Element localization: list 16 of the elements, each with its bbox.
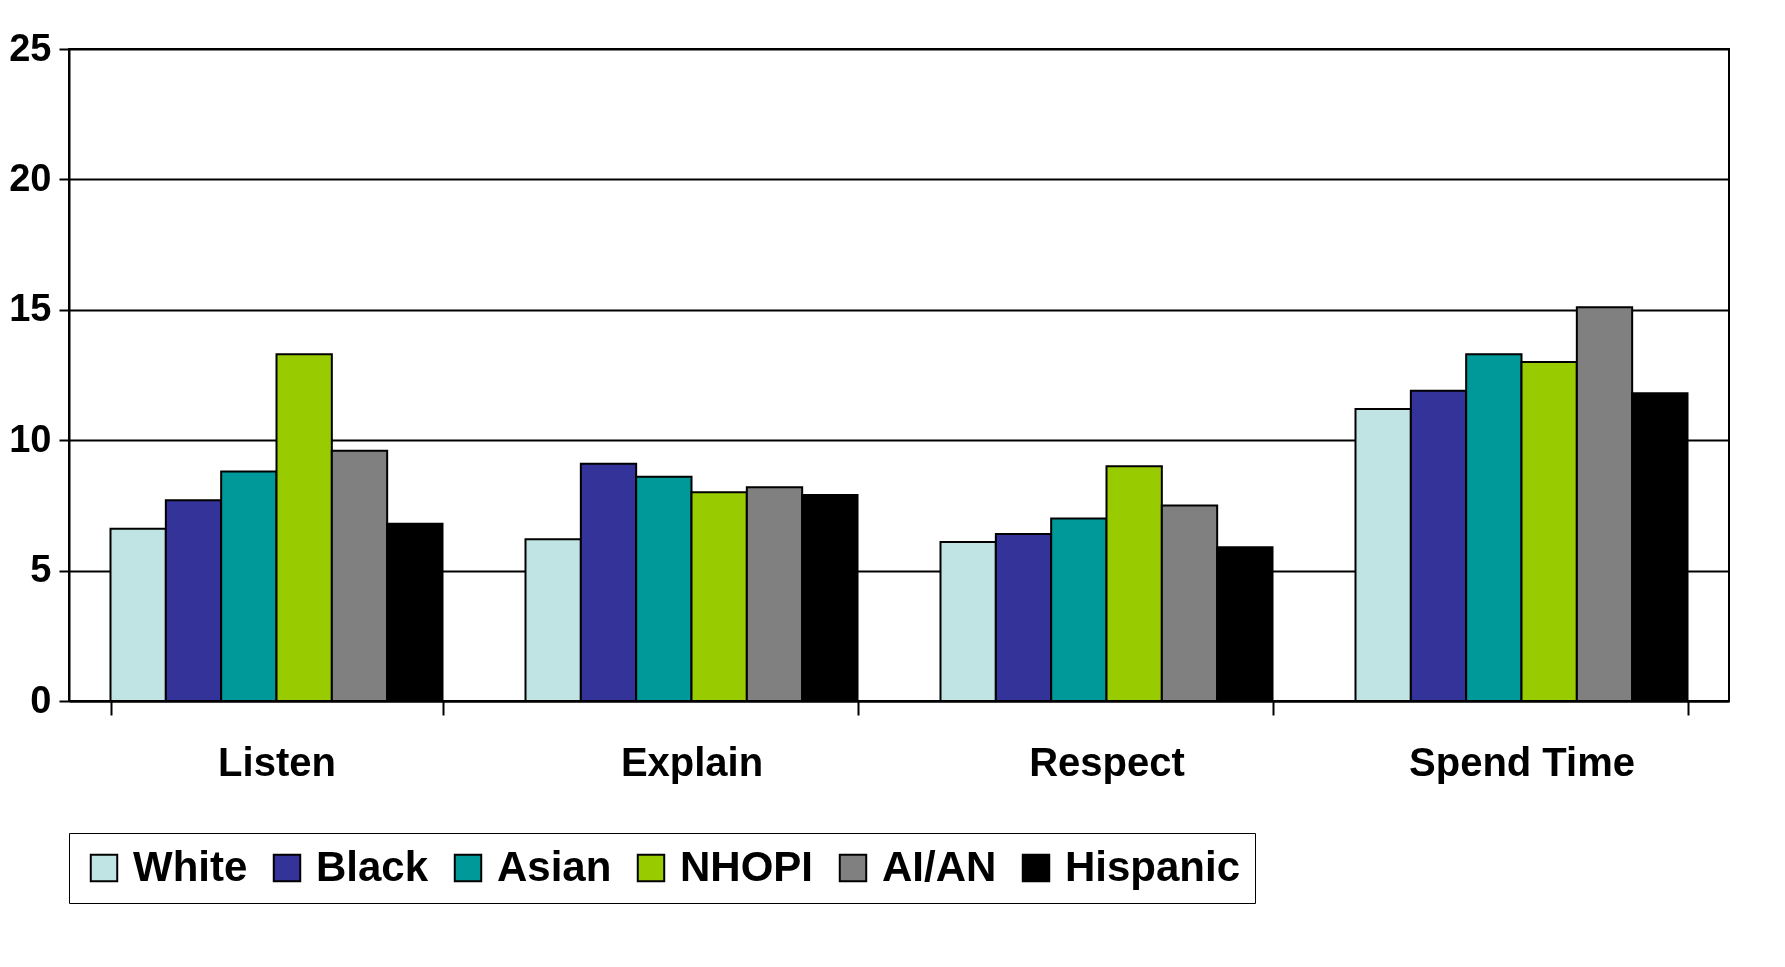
legend-label: White bbox=[133, 843, 248, 890]
y-tick-label: 25 bbox=[9, 26, 52, 69]
x-tick-label: Spend Time bbox=[1409, 739, 1635, 784]
legend-label: Asian bbox=[497, 843, 612, 890]
legend-label: NHOPI bbox=[680, 843, 814, 890]
legend-label: AI/AN bbox=[882, 843, 997, 890]
y-tick-label: 0 bbox=[30, 678, 52, 721]
legend-label: Black bbox=[316, 843, 429, 890]
y-tick-label: 15 bbox=[9, 287, 52, 330]
y-tick-label: 20 bbox=[9, 156, 52, 199]
x-tick-label: Respect bbox=[1029, 739, 1185, 784]
y-tick-label: 5 bbox=[30, 548, 52, 591]
x-tick-label: Explain bbox=[620, 739, 764, 784]
legend-label: Hispanic bbox=[1065, 843, 1241, 890]
y-tick-label: 10 bbox=[9, 417, 52, 460]
x-tick-label: Listen bbox=[218, 739, 336, 784]
